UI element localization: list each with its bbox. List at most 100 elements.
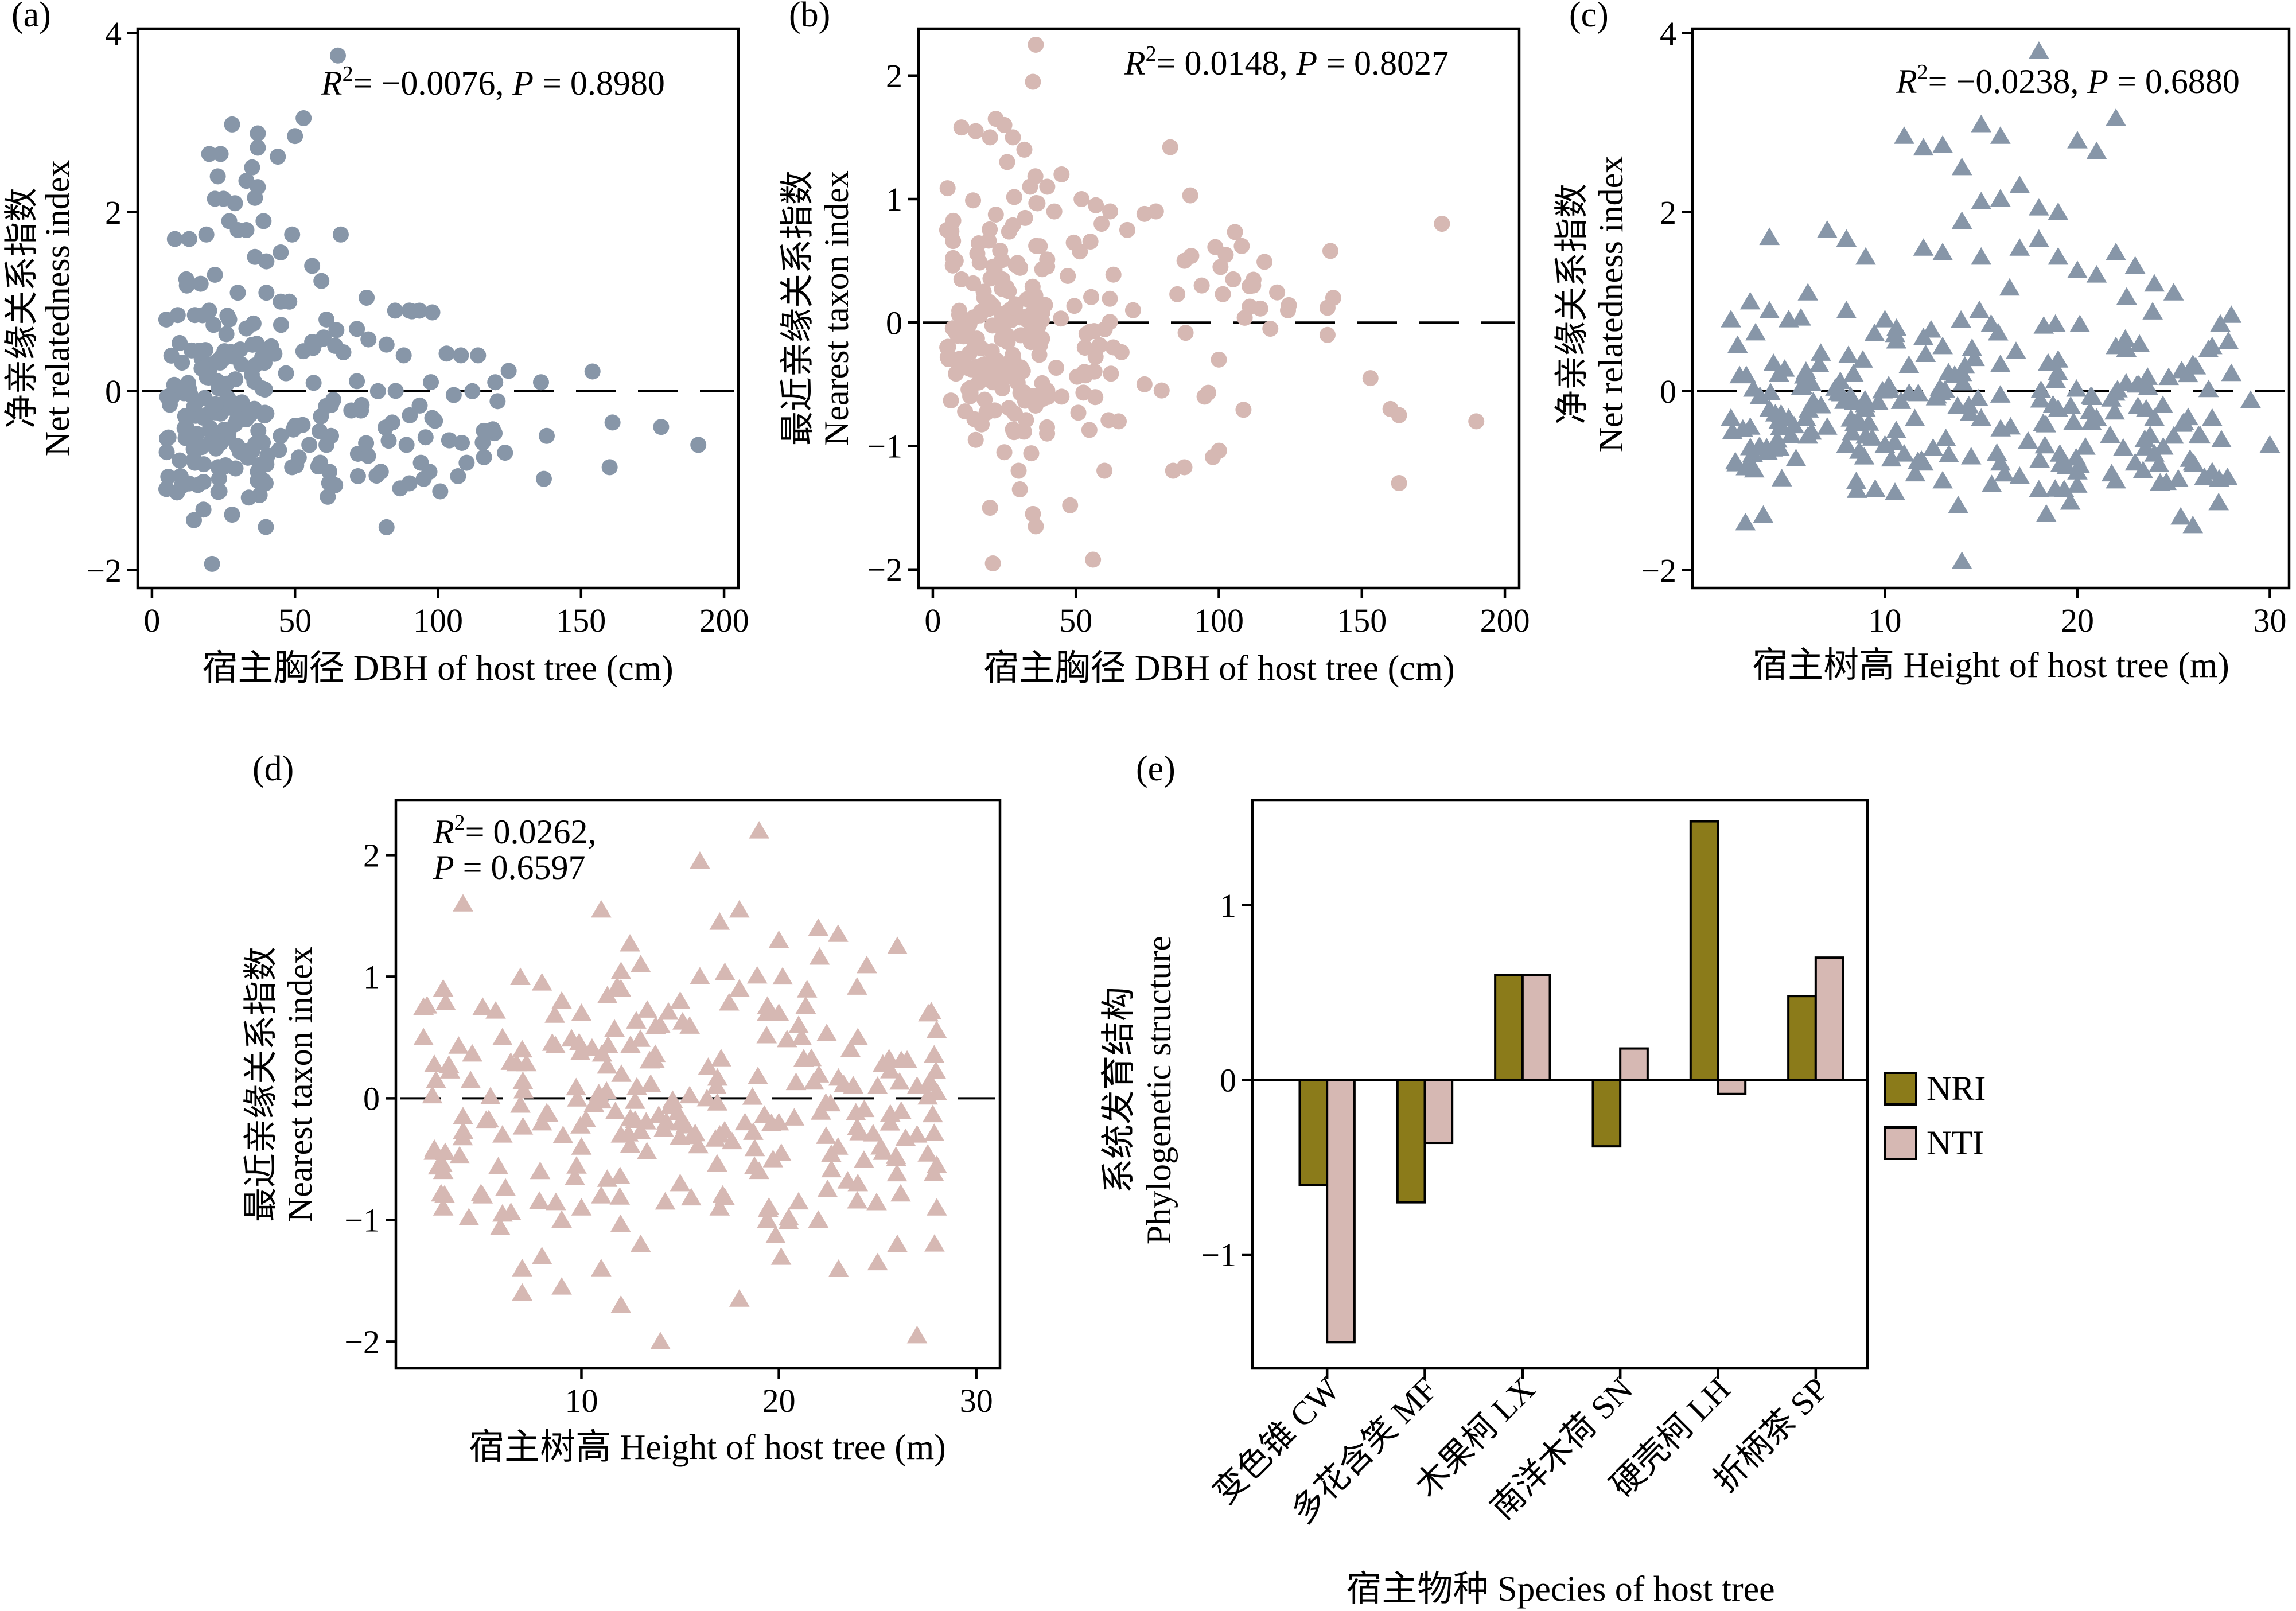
x-tick-label-b: 200 bbox=[1480, 602, 1530, 639]
point-d bbox=[516, 1053, 537, 1072]
y-tick-label-e: −1 bbox=[1201, 1236, 1236, 1274]
point-c bbox=[2106, 108, 2126, 126]
point-d bbox=[889, 1072, 910, 1090]
point-c bbox=[2048, 247, 2069, 265]
point-c bbox=[1971, 192, 1992, 209]
point-c bbox=[1801, 422, 1822, 440]
point-c bbox=[1842, 422, 1863, 441]
point-a bbox=[224, 507, 240, 523]
point-b bbox=[973, 340, 990, 357]
point-c bbox=[1780, 425, 1801, 443]
point-c bbox=[2048, 362, 2068, 380]
point-b bbox=[1091, 337, 1108, 353]
point-a bbox=[250, 472, 266, 489]
bar-nri bbox=[1689, 820, 1719, 1081]
point-a bbox=[484, 421, 501, 438]
point-c bbox=[2030, 390, 2051, 408]
point-d bbox=[917, 1087, 938, 1105]
point-d bbox=[709, 912, 730, 930]
point-d bbox=[895, 1128, 916, 1146]
y-tick-label-c: 2 bbox=[1660, 194, 1676, 231]
point-d bbox=[906, 1325, 928, 1344]
panel-label-d: (d) bbox=[252, 749, 294, 788]
point-b bbox=[1072, 243, 1088, 260]
point-b bbox=[971, 254, 988, 271]
point-a bbox=[251, 457, 268, 473]
point-a bbox=[194, 307, 211, 324]
point-b bbox=[989, 352, 1005, 369]
y-tick-label-b: 0 bbox=[886, 304, 902, 341]
point-c bbox=[1939, 445, 1959, 462]
point-a bbox=[441, 432, 457, 449]
point-d bbox=[495, 1178, 516, 1196]
point-a bbox=[273, 317, 289, 333]
point-b bbox=[1076, 339, 1093, 356]
point-c bbox=[1735, 365, 1757, 383]
point-d bbox=[756, 1025, 777, 1044]
point-d bbox=[679, 1085, 701, 1104]
y-tick-label-a: 0 bbox=[105, 373, 122, 410]
point-d bbox=[828, 1259, 849, 1277]
point-c bbox=[2069, 455, 2090, 473]
point-a bbox=[198, 226, 215, 243]
point-a bbox=[271, 442, 287, 458]
point-b bbox=[1060, 267, 1076, 284]
point-d bbox=[788, 1192, 809, 1210]
point-a bbox=[368, 468, 385, 484]
point-b bbox=[1096, 321, 1113, 337]
point-d bbox=[867, 1252, 888, 1271]
point-a bbox=[258, 519, 274, 535]
point-c bbox=[1721, 408, 1741, 426]
point-a bbox=[172, 334, 188, 351]
point-c bbox=[2033, 413, 2054, 431]
point-a bbox=[201, 146, 217, 162]
point-d bbox=[566, 1077, 587, 1096]
point-c bbox=[2029, 198, 2049, 216]
point-a bbox=[359, 289, 375, 306]
x-axis-label-c: 宿主树高 Height of host tree (m) bbox=[1752, 646, 2229, 685]
point-c bbox=[2018, 431, 2038, 449]
point-d bbox=[611, 1064, 632, 1082]
point-a bbox=[290, 449, 307, 466]
bar-nti bbox=[1423, 1079, 1454, 1145]
point-d bbox=[808, 918, 829, 936]
point-d bbox=[500, 1052, 522, 1070]
point-d bbox=[778, 1212, 799, 1229]
point-c bbox=[2142, 302, 2163, 320]
point-a bbox=[377, 419, 394, 436]
point-c bbox=[2104, 402, 2125, 420]
point-b bbox=[1012, 259, 1029, 276]
point-c bbox=[2259, 435, 2281, 453]
point-c bbox=[2144, 408, 2165, 426]
y-axis-label-zh-a: 净亲缘关系指数 bbox=[3, 188, 41, 429]
point-a bbox=[332, 226, 349, 243]
point-c bbox=[1816, 220, 1838, 238]
point-d bbox=[529, 1191, 550, 1209]
point-b bbox=[944, 320, 961, 337]
point-d bbox=[569, 1033, 590, 1051]
point-d bbox=[796, 980, 818, 998]
point-b bbox=[992, 242, 1009, 259]
point-a bbox=[445, 387, 462, 403]
point-d bbox=[582, 1038, 602, 1056]
legend-label-nri: NRI bbox=[1927, 1069, 1986, 1107]
point-c bbox=[1990, 419, 2011, 437]
point-a bbox=[244, 159, 260, 176]
point-a bbox=[207, 190, 223, 207]
point-b bbox=[1207, 239, 1224, 255]
point-d bbox=[630, 1121, 651, 1139]
point-c bbox=[1932, 243, 1953, 260]
point-d bbox=[817, 1180, 838, 1197]
point-d bbox=[670, 991, 691, 1009]
point-c bbox=[1759, 227, 1780, 246]
point-d bbox=[684, 1123, 706, 1142]
point-d bbox=[480, 1087, 501, 1105]
point-c bbox=[2144, 274, 2165, 292]
point-a bbox=[432, 483, 449, 500]
x-tick-label-c: 20 bbox=[2061, 602, 2094, 639]
point-c bbox=[1745, 322, 1766, 341]
point-b bbox=[984, 555, 1001, 571]
point-b bbox=[1102, 290, 1118, 307]
point-a bbox=[166, 376, 182, 393]
